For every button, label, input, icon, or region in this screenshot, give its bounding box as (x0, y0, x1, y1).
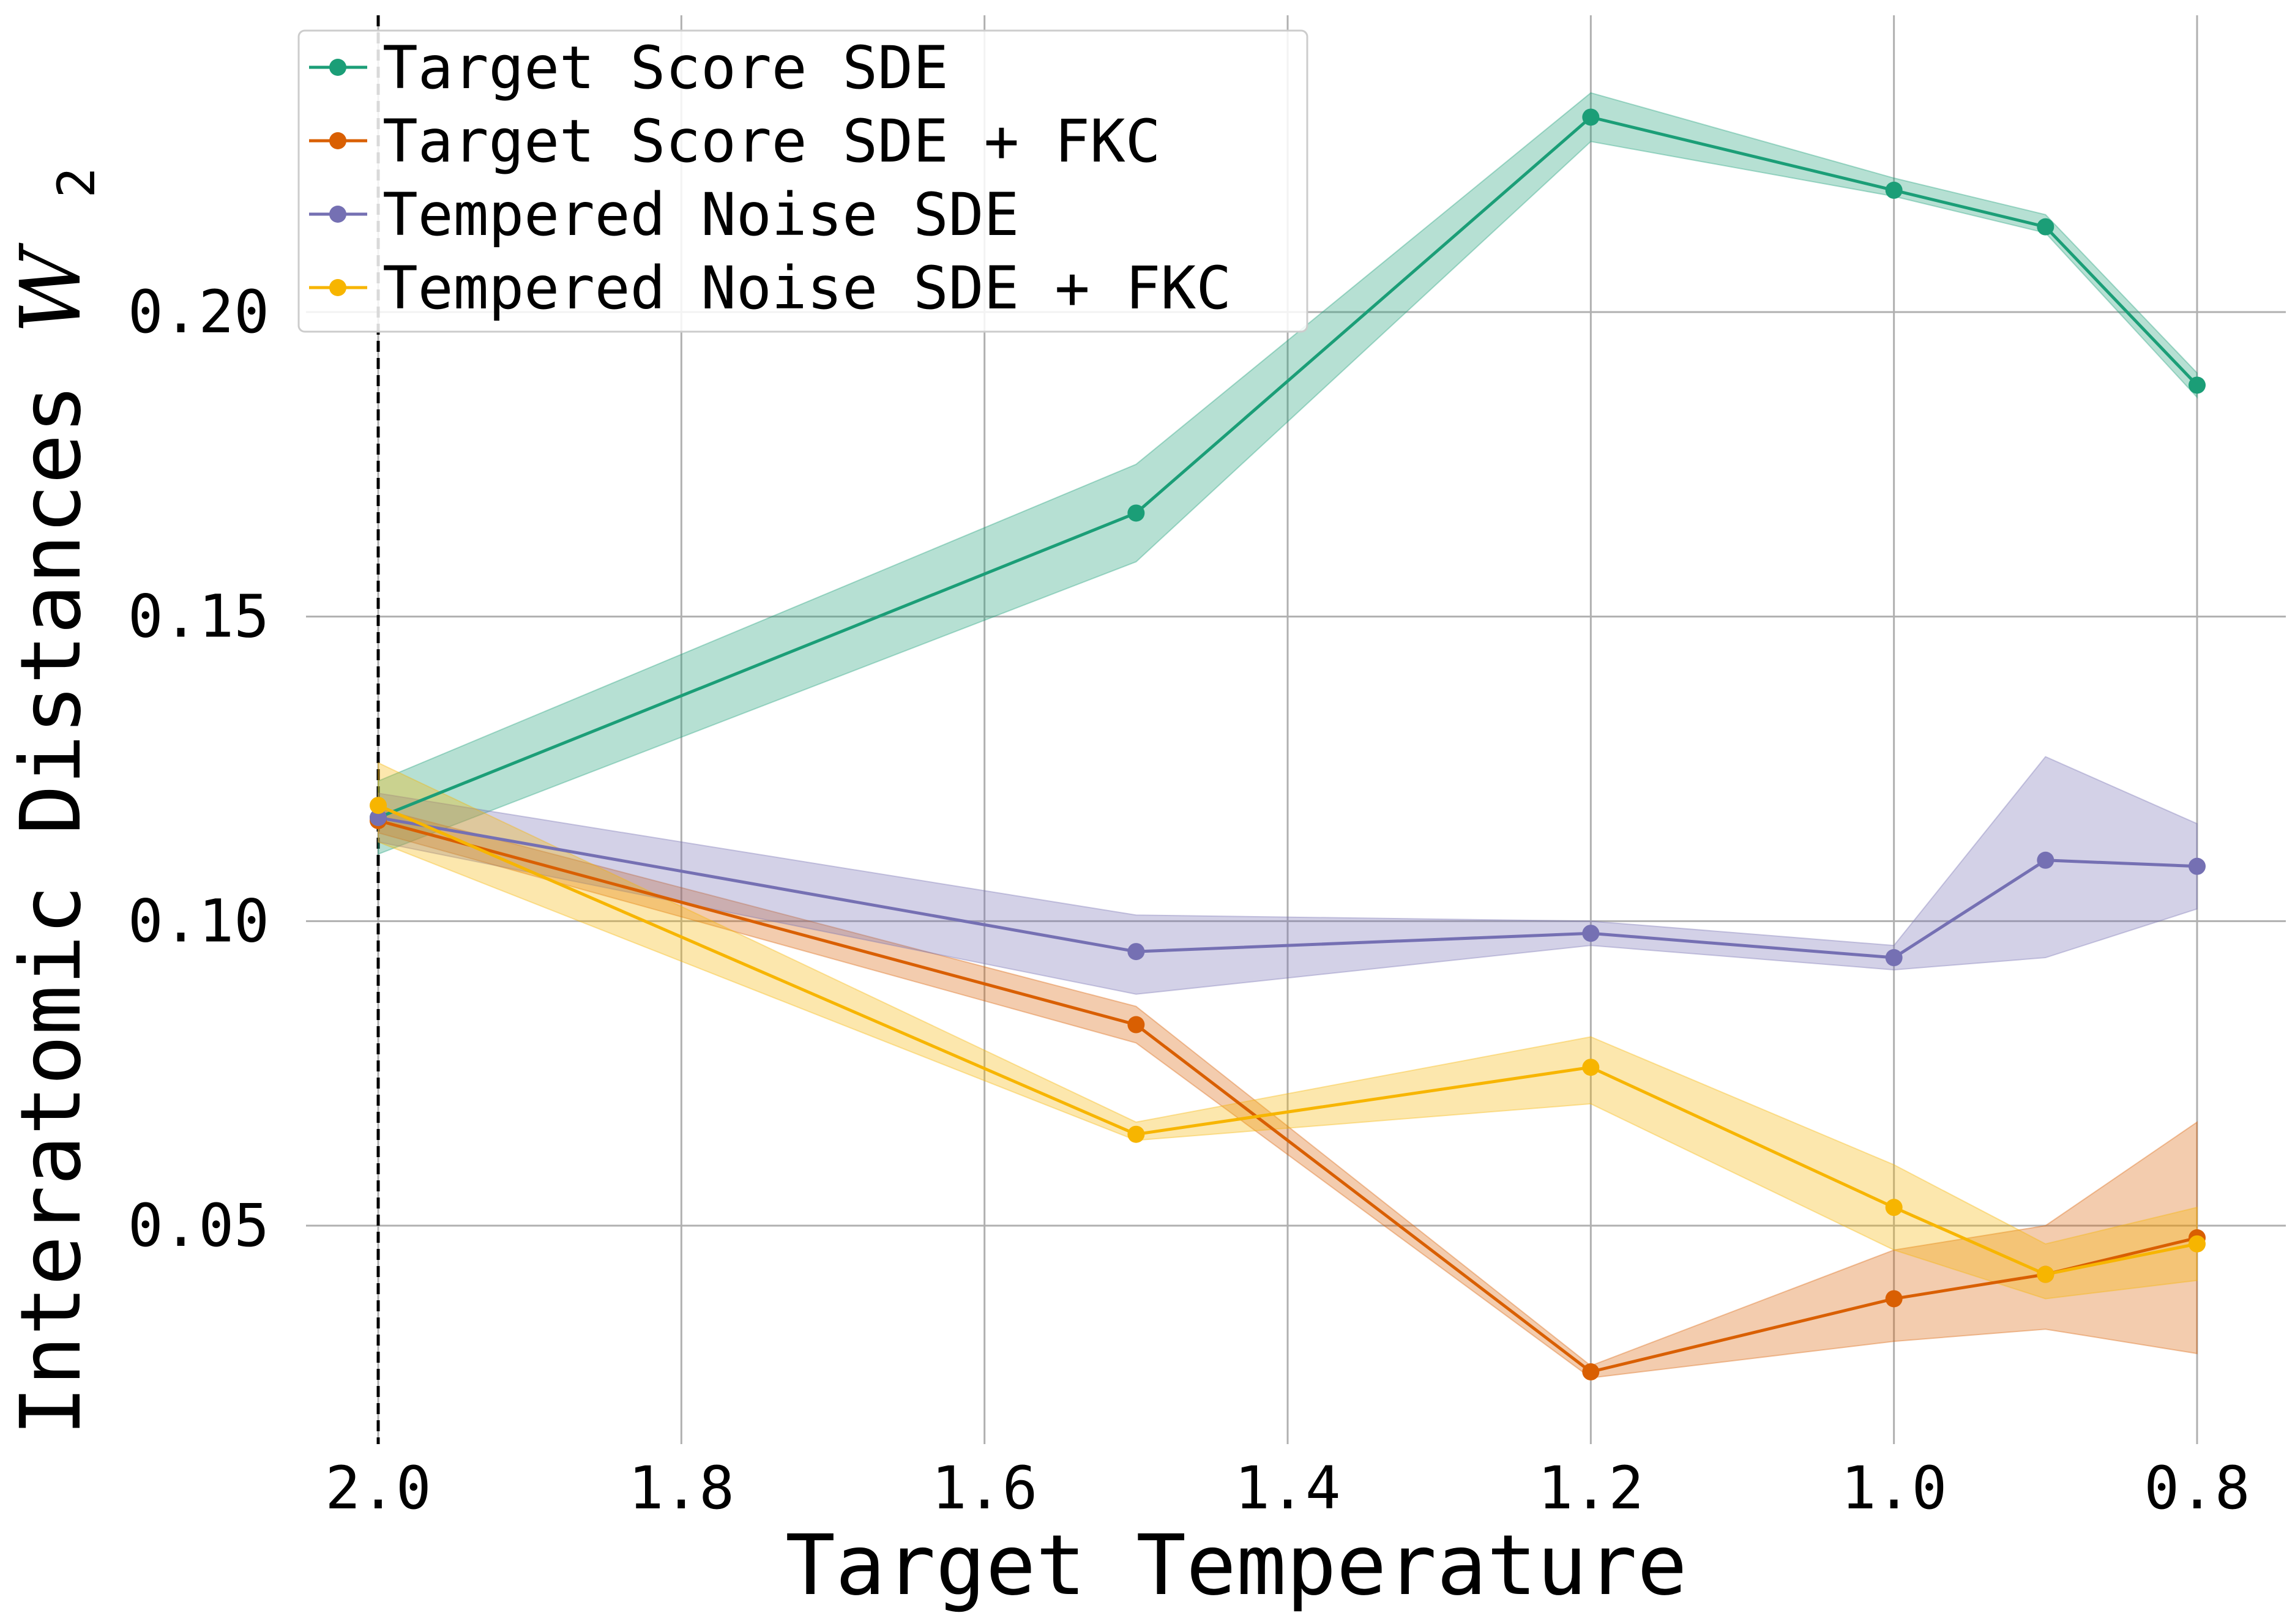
point-tempered-noise-sde-5 (2189, 857, 2206, 875)
point-tempered-noise-sde-fkc-5 (2189, 1235, 2206, 1253)
point-tempered-noise-sde-1 (1127, 943, 1145, 961)
x-tick-label-1: 1.8 (629, 1454, 734, 1522)
x-tick-label-3: 1.4 (1234, 1454, 1340, 1522)
x-tick-label-6: 0.8 (2144, 1454, 2250, 1522)
y-tick-labels: 0.05 0.10 0.15 0.20 (128, 278, 269, 1260)
point-tempered-noise-sde-0 (370, 809, 387, 827)
svg-text:Interatomic Distances: Interatomic Distances W 2 (3, 167, 106, 1436)
x-tick-label-5: 1.0 (1841, 1454, 1947, 1522)
legend-label-3: Tempered Noise SDE + FKC (382, 254, 1231, 322)
point-tempered-noise-sde-4 (2037, 851, 2054, 869)
point-tempered-noise-sde-fkc-2 (1582, 1059, 1600, 1076)
point-tempered-noise-sde-fkc-0 (370, 797, 387, 814)
x-axis-title: Target Temperature (785, 1518, 1687, 1614)
legend-frame (297, 29, 1308, 333)
x-tick-labels: 2.0 1.8 1.6 1.4 1.2 1.0 0.8 (325, 1454, 2250, 1522)
x-tick-label-0: 2.0 (325, 1454, 431, 1522)
point-target-score-sde-3 (1885, 181, 1903, 199)
legend-label-0: Target Score SDE (382, 34, 949, 102)
y-tick-label-3: 0.20 (128, 278, 269, 346)
line-tempered-noise-sde (378, 816, 2198, 959)
legend-swatch-marker-3 (329, 279, 346, 296)
point-tempered-noise-sde-fkc-3 (1885, 1199, 1903, 1216)
y-axis-title: Interatomic Distances W 2 (3, 167, 106, 1436)
y-axis-title-subscript: 2 (47, 167, 106, 198)
point-target-score-sde-4 (2037, 218, 2054, 236)
point-tempered-noise-sde-fkc-1 (1127, 1125, 1145, 1143)
line-tempered-noise-sde-fkc (378, 803, 2198, 1276)
x-tick-label-4: 1.2 (1538, 1454, 1644, 1522)
point-target-score-sde-5 (2189, 376, 2206, 394)
x-tick-label-2: 1.6 (931, 1454, 1037, 1522)
legend-label-1: Target Score SDE + FKC (382, 107, 1161, 176)
point-tempered-noise-sde-2 (1582, 925, 1600, 942)
legend-label-2: Tempered Noise SDE (382, 181, 1019, 249)
point-target-score-sde-fkc-2 (1582, 1363, 1600, 1380)
line-target-score-sde (378, 115, 2198, 819)
point-target-score-sde-fkc-1 (1127, 1016, 1145, 1034)
y-tick-label-1: 0.10 (128, 887, 269, 955)
point-target-score-sde-fkc-3 (1885, 1290, 1903, 1308)
legend-swatch-marker-2 (329, 206, 346, 223)
series-lines (378, 115, 2198, 1374)
y-tick-label-0: 0.05 (128, 1191, 269, 1260)
band-target-score-sde (378, 92, 2198, 855)
y-axis-title-text: Interatomic Distances (3, 384, 100, 1436)
point-tempered-noise-sde-fkc-4 (2037, 1265, 2054, 1283)
legend-swatch-marker-0 (329, 59, 346, 76)
point-target-score-sde-1 (1127, 504, 1145, 522)
legend-swatch-marker-1 (329, 132, 346, 149)
y-tick-label-2: 0.15 (128, 583, 269, 651)
band-tempered-noise-sde (378, 756, 2198, 995)
y-axis-title-symbol: W (3, 242, 100, 333)
point-target-score-sde-2 (1582, 108, 1600, 126)
point-tempered-noise-sde-3 (1885, 949, 1903, 967)
series-points (370, 108, 2206, 1380)
